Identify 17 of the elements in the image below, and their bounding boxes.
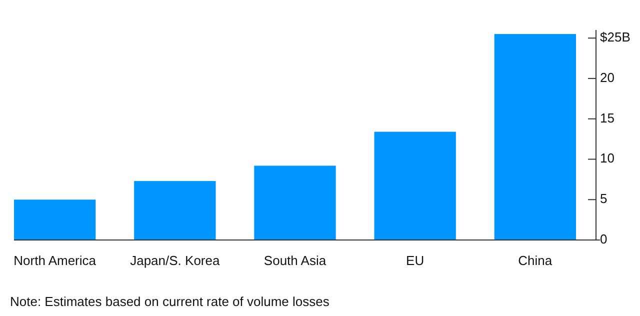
bar [494,34,576,240]
y-tick-label: $25B [600,30,630,45]
bar [374,132,456,240]
y-tick-label: 20 [600,70,614,85]
y-tick-label: 0 [600,231,608,246]
bar [134,181,216,240]
bar [254,166,336,240]
x-tick-label: South Asia [264,253,327,268]
y-tick-label: 5 [600,191,608,206]
x-tick-label: North America [14,253,97,268]
bar [14,200,96,240]
text: Note: Estimates based on current rate of volume losses [10,294,330,309]
x-tick-label: EU [406,253,424,268]
y-tick-label: 10 [600,150,614,166]
x-tick-label: Japan/S. Korea [130,253,220,268]
x-tick-label: China [518,253,553,268]
y-tick-label: 15 [600,110,614,126]
